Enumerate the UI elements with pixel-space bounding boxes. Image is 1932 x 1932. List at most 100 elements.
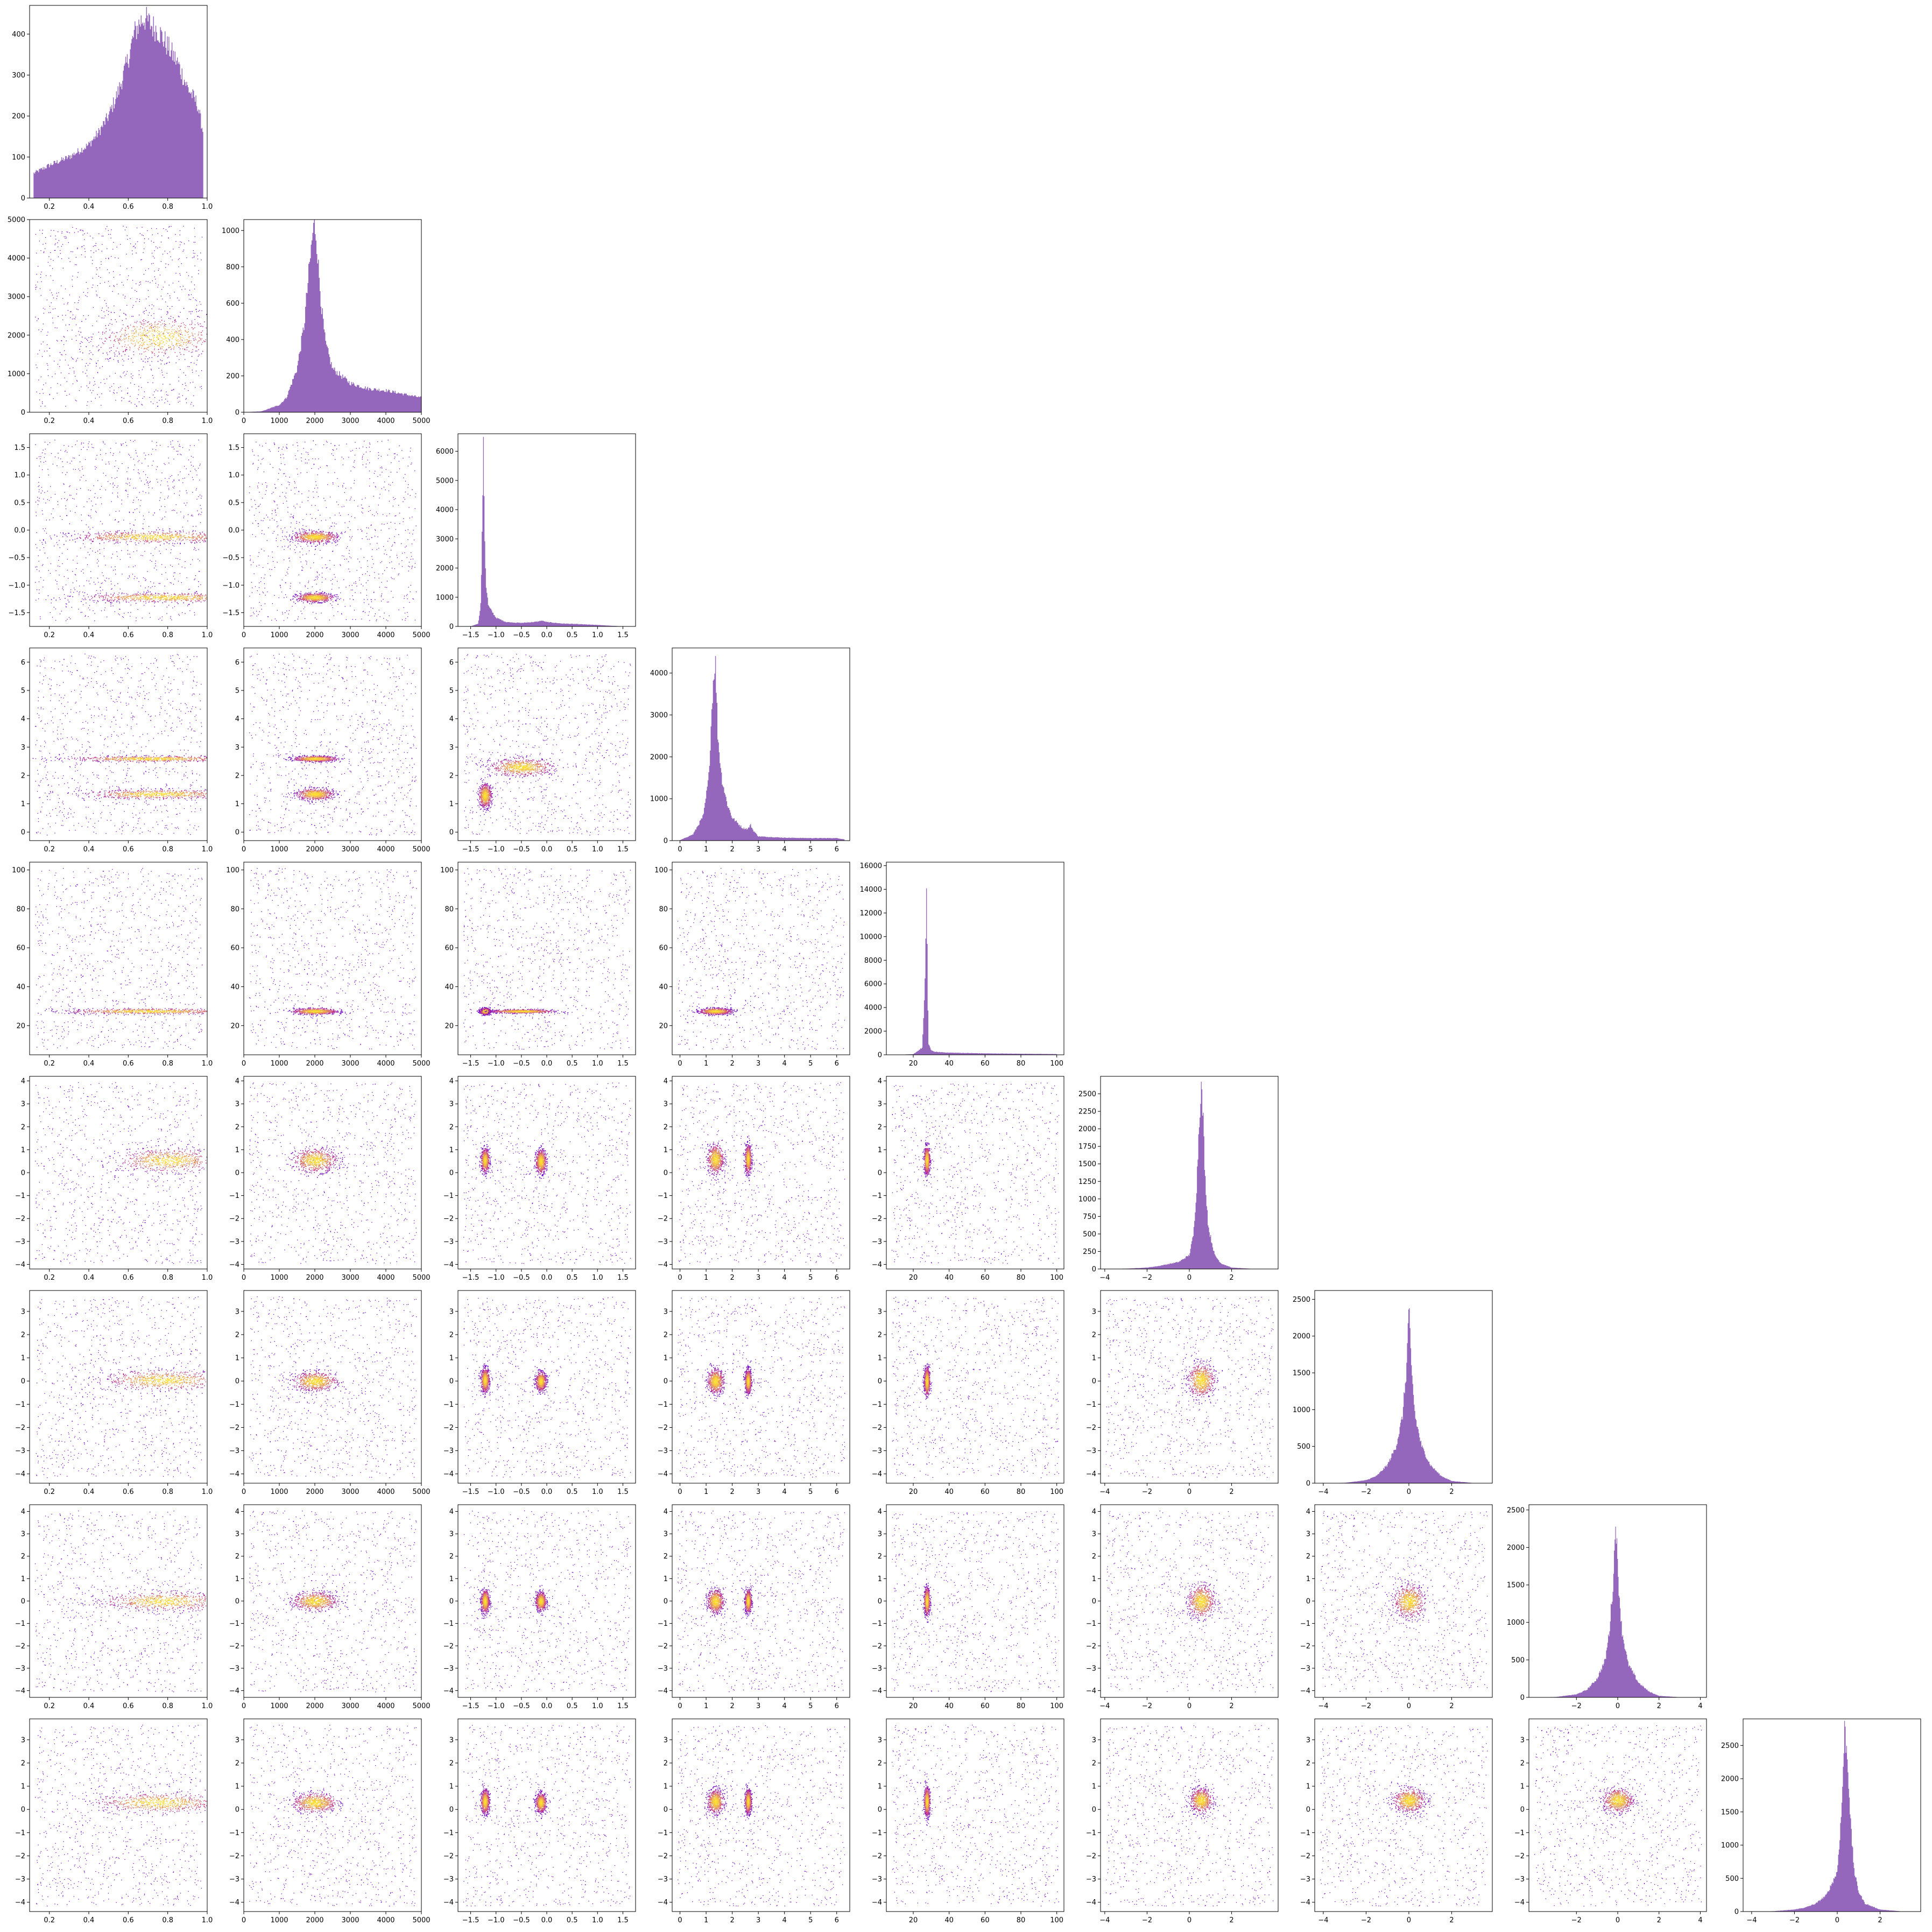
scatter-point — [173, 348, 174, 349]
scatter-point — [183, 251, 184, 252]
scatter-point — [131, 267, 132, 268]
scatter-point — [42, 403, 43, 404]
scatter-point — [195, 575, 196, 576]
hist-6-ytick-label: 1000 — [1293, 1406, 1310, 1414]
scatter-point — [166, 332, 167, 333]
scatter-point — [125, 344, 126, 345]
scatter-point — [187, 340, 188, 341]
scatter-point — [98, 249, 99, 250]
scatter-point — [159, 347, 160, 348]
hist-3-xtick-label: 2 — [730, 845, 734, 854]
scatter-point — [152, 345, 153, 347]
scatter-point — [148, 238, 149, 239]
hist-5-ytick-label: 2250 — [1078, 1108, 1096, 1116]
hist-3-xtick-label: 5 — [808, 845, 813, 854]
scatter-point — [179, 316, 180, 318]
scatter-point — [177, 333, 178, 334]
scatter-point — [190, 445, 191, 446]
scatter-point — [206, 328, 207, 329]
scatter-point — [160, 342, 161, 343]
scatter-0-1-xtick-label: 0.4 — [83, 417, 95, 425]
scatter-point — [145, 320, 146, 321]
scatter-point — [105, 258, 106, 259]
scatter-point — [183, 530, 184, 531]
hist-5-ytick-label: 250 — [1083, 1248, 1096, 1256]
scatter-point — [147, 333, 149, 334]
scatter-point — [187, 318, 188, 319]
hist-2-xtick-label: −0.5 — [513, 631, 530, 639]
scatter-point — [186, 342, 187, 343]
scatter-point — [58, 457, 59, 458]
scatter-point — [51, 302, 52, 303]
scatter-point — [119, 332, 121, 333]
scatter-point — [109, 330, 110, 331]
scatter-point — [124, 346, 125, 347]
scatter-point — [86, 347, 87, 348]
scatter-point — [185, 327, 186, 328]
scatter-point — [161, 346, 163, 347]
hist-4-ytick-label: 8000 — [864, 957, 882, 965]
scatter-point — [143, 325, 144, 326]
scatter-point — [127, 371, 128, 372]
scatter-point — [89, 605, 90, 606]
scatter-point — [156, 327, 157, 328]
scatter-point — [192, 322, 193, 323]
scatter-point — [128, 339, 129, 340]
scatter-point — [110, 336, 111, 337]
scatter-point — [98, 276, 99, 277]
scatter-point — [182, 482, 183, 483]
scatter-point — [140, 336, 141, 337]
scatter-0-1-ytick-label: 3000 — [8, 293, 25, 301]
scatter-point — [43, 384, 44, 385]
scatter-point — [109, 351, 110, 352]
scatter-point — [182, 335, 183, 336]
scatter-point — [123, 340, 124, 341]
scatter-point — [153, 341, 154, 342]
scatter-point — [98, 349, 100, 350]
scatter-point — [199, 317, 200, 318]
scatter-point — [142, 334, 143, 335]
scatter-point — [158, 335, 159, 336]
scatter-point — [97, 559, 98, 560]
scatter-point — [96, 590, 97, 591]
scatter-point — [189, 290, 190, 291]
scatter-point — [72, 227, 73, 228]
scatter-point — [194, 612, 195, 613]
scatter-point — [178, 343, 179, 344]
scatter-point — [117, 492, 118, 493]
hist-6-xtick-label: 0 — [1407, 1488, 1411, 1496]
scatter-point — [178, 326, 179, 327]
scatter-point — [133, 354, 135, 355]
scatter-point — [132, 341, 133, 342]
scatter-point — [130, 339, 131, 340]
scatter-point — [58, 292, 59, 293]
scatter-point — [38, 598, 39, 599]
scatter-point — [150, 346, 151, 347]
scatter-point — [196, 305, 197, 306]
scatter-point — [147, 326, 149, 327]
scatter-point — [151, 315, 152, 316]
scatter-point — [173, 334, 174, 335]
scatter-point — [177, 340, 178, 341]
scatter-point — [131, 358, 132, 359]
scatter-point — [144, 328, 145, 329]
hist-4-ytick-label: 6000 — [864, 981, 882, 989]
scatter-point — [151, 228, 152, 229]
scatter-point — [127, 235, 128, 236]
hist-5-xtick-label: 2 — [1229, 1274, 1233, 1282]
scatter-point — [129, 575, 130, 576]
scatter-point — [107, 352, 108, 354]
scatter-point — [151, 323, 152, 325]
hist-5-ytick-label: 1250 — [1078, 1178, 1096, 1186]
scatter-point — [175, 321, 176, 322]
scatter-point — [95, 245, 96, 246]
scatter-point — [156, 228, 157, 229]
scatter-point — [166, 329, 167, 330]
scatter-point — [168, 488, 169, 489]
scatter-point — [172, 333, 173, 334]
hist-5-xtick-label: −4 — [1099, 1274, 1110, 1282]
scatter-point — [128, 344, 129, 345]
scatter-point — [170, 476, 171, 477]
scatter-point — [159, 344, 160, 345]
scatter-point — [144, 330, 145, 332]
